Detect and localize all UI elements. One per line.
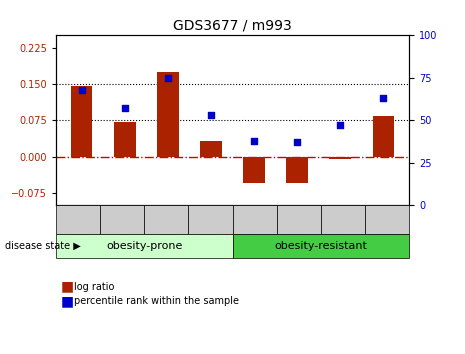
Text: ■: ■ — [60, 294, 73, 308]
Bar — [157, 72, 179, 157]
Text: percentile rank within the sample: percentile rank within the sample — [74, 296, 239, 306]
Text: log ratio: log ratio — [74, 282, 115, 292]
Text: disease state ▶: disease state ▶ — [5, 241, 80, 251]
Point — [121, 105, 128, 111]
Point — [250, 138, 258, 144]
Point — [164, 75, 172, 81]
Bar — [243, 157, 265, 183]
Text: obesity-prone: obesity-prone — [106, 241, 182, 251]
Bar — [200, 141, 222, 157]
Bar — [330, 157, 351, 159]
Point — [379, 96, 387, 101]
Text: obesity-resistant: obesity-resistant — [274, 241, 367, 251]
Title: GDS3677 / m993: GDS3677 / m993 — [173, 19, 292, 33]
Bar — [372, 115, 394, 157]
Bar — [71, 86, 93, 157]
Text: ■: ■ — [60, 280, 73, 294]
Bar — [286, 157, 308, 183]
Point — [337, 122, 344, 128]
Bar — [114, 122, 135, 157]
Point — [293, 139, 301, 145]
Point — [207, 113, 215, 118]
Point — [78, 87, 86, 93]
